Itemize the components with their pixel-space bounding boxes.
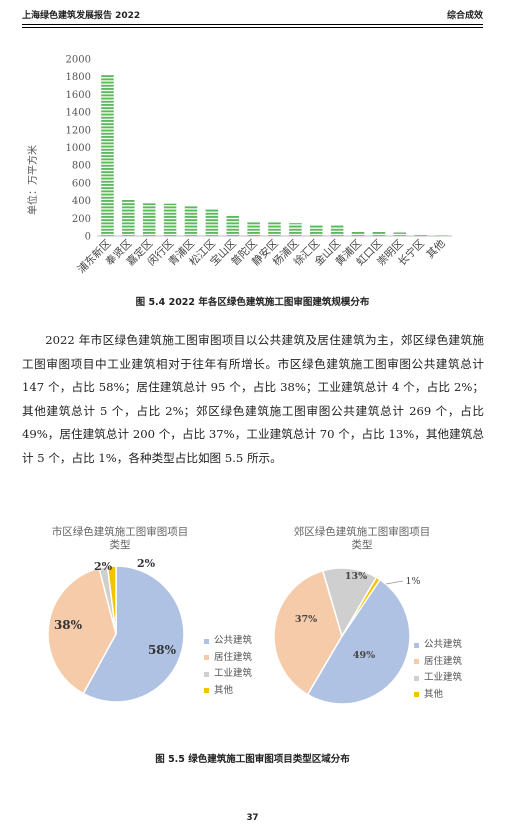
legend-label: 公共建筑: [214, 635, 253, 646]
bar: [184, 205, 198, 236]
pie-slice: [47, 567, 117, 695]
legend-swatch: [204, 638, 209, 644]
legend-swatch: [204, 688, 209, 694]
y-tick-label: 1600: [66, 90, 91, 101]
x-tick-label: 其他: [424, 237, 448, 261]
y-tick-label: 200: [72, 214, 91, 225]
bar: [393, 232, 407, 236]
pie-urban-legend: 公共建筑居住建筑工业建筑其他: [204, 633, 252, 699]
pie-data-label: 2%: [94, 560, 113, 573]
pie-slice: [273, 569, 343, 696]
y-tick-label: 2000: [66, 55, 91, 66]
bar: [310, 224, 323, 236]
legend-swatch: [414, 675, 419, 681]
page-header: 上海绿色建筑发展报告 2022 综合成效: [22, 8, 483, 24]
body-paragraph: 2022 年市区绿色建筑施工图审图项目以公共建筑及居住建筑为主，郊区绿色建筑施工…: [22, 333, 484, 465]
bar: [205, 209, 219, 236]
legend-label: 工业建筑: [214, 668, 253, 679]
pie-slice: [321, 567, 378, 638]
pie-slice: [341, 576, 382, 637]
figure-5-5-caption: 图 5.5 绿色建筑施工图审图项目类型区域分布: [155, 754, 350, 765]
legend-swatch: [204, 671, 209, 677]
header-title: 上海绿色建筑发展报告 2022: [22, 11, 141, 21]
legend-label: 居住建筑: [214, 651, 253, 663]
y-tick-label: 1200: [66, 125, 91, 136]
header-rule: [22, 24, 483, 25]
pie-data-label: 49%: [353, 650, 375, 661]
y-tick-label: 800: [72, 161, 91, 172]
pie-suburban-title: 郊区绿色建筑施工图审图项目类型: [293, 526, 431, 551]
pie-data-label: 2%: [137, 557, 156, 570]
bar: [351, 231, 365, 236]
pie-urban-title: 市区绿色建筑施工图审图项目类型: [51, 526, 189, 551]
y-tick-label: 0: [85, 232, 91, 243]
legend-swatch: [414, 642, 419, 648]
pie-slice: [106, 565, 117, 635]
legend-label: 居住建筑: [424, 655, 463, 667]
legend-item: 居住建筑: [414, 654, 462, 671]
legend-item: 公共建筑: [414, 637, 462, 654]
pie-data-label: 58%: [148, 643, 177, 657]
pie-data-label: 13%: [345, 571, 367, 582]
y-tick-label: 1800: [66, 72, 91, 83]
bar: [414, 234, 427, 236]
pie-slice: [82, 565, 185, 703]
legend-item: 工业建筑: [204, 666, 252, 683]
figure-5-4-caption: 图 5.4 2022 年各区绿色建筑施工图审图建筑规模分布: [135, 297, 370, 308]
bar: [122, 199, 135, 236]
legend-label: 公共建筑: [424, 639, 463, 650]
pie-slice: [306, 578, 411, 705]
bar: [247, 221, 260, 236]
y-tick-label: 400: [72, 196, 91, 207]
legend-swatch: [204, 655, 209, 661]
bar: [163, 203, 177, 236]
legend-item: 工业建筑: [414, 670, 462, 687]
pie-data-label: 37%: [295, 614, 317, 625]
legend-swatch: [414, 692, 419, 698]
legend-label: 工业建筑: [424, 672, 463, 683]
legend-item: 其他: [204, 683, 252, 700]
pie-chart-suburban: 49% 37% 13% 1%: [273, 567, 421, 705]
bar: [142, 203, 156, 236]
page-number: 37: [246, 813, 259, 823]
legend-item: 公共建筑: [204, 633, 252, 650]
legend-swatch: [414, 659, 419, 665]
legend-label: 其他: [214, 684, 234, 696]
bar: [330, 224, 344, 236]
bar: [101, 74, 114, 237]
legend-item: 其他: [414, 687, 462, 704]
y-axis-label: 单位：万平方米: [26, 145, 39, 215]
bar: [268, 222, 281, 236]
legend-label: 其他: [424, 688, 444, 700]
leader-line: [385, 580, 404, 585]
y-tick-label: 1000: [66, 143, 91, 154]
y-tick-label: 600: [72, 178, 91, 189]
header-rule-thin: [22, 27, 483, 28]
pie-data-label: 38%: [54, 618, 83, 632]
pie-data-label: 1%: [405, 576, 420, 587]
legend-item: 居住建筑: [204, 650, 252, 667]
pie-chart-urban: 58% 38% 2% 2%: [47, 557, 185, 703]
y-tick-label: 1400: [66, 108, 91, 119]
header-section: 综合成效: [446, 11, 483, 21]
bar: [372, 232, 386, 236]
bar: [289, 223, 302, 236]
pie-suburban-legend: 公共建筑居住建筑工业建筑其他: [414, 637, 462, 703]
bar: [226, 214, 239, 236]
